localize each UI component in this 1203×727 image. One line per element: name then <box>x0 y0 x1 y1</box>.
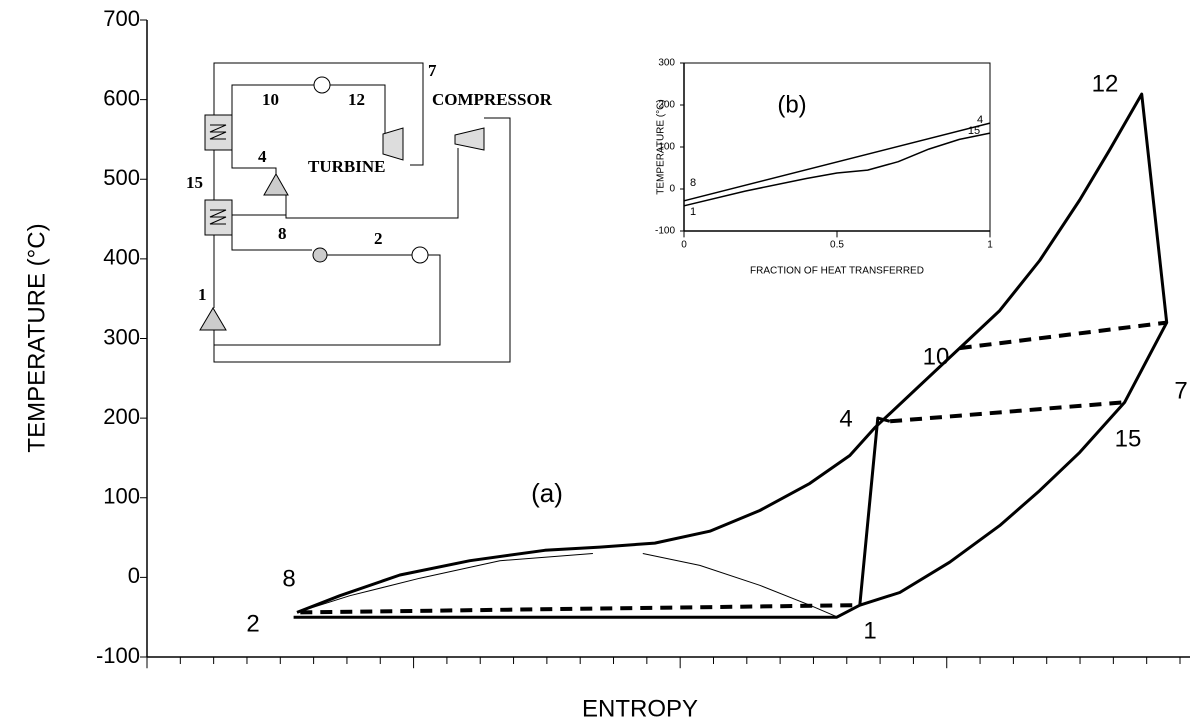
pipe <box>285 148 459 219</box>
x-tick-label: 1 <box>987 240 993 251</box>
y-tick-label: 200 <box>658 100 675 111</box>
series-line <box>300 603 857 615</box>
series-line <box>296 553 593 613</box>
pipe <box>231 150 277 174</box>
state-label: 2 <box>374 229 383 248</box>
y-tick-label: 100 <box>103 484 140 509</box>
state-label: 7 <box>428 61 437 80</box>
cooler <box>411 246 429 264</box>
x-tick-label: 0 <box>681 240 687 251</box>
hx-zigzag <box>209 209 227 225</box>
y-tick-label: -100 <box>655 226 675 237</box>
annotation: 8 <box>690 177 696 189</box>
y-axis-label: TEMPERATURE (°C) <box>656 99 667 194</box>
pipe <box>330 84 386 133</box>
y-tick-label: 600 <box>103 85 140 110</box>
series-line <box>642 553 838 618</box>
state-label: 15 <box>186 173 203 192</box>
y-tick-label: -100 <box>96 643 140 668</box>
annotation: 15 <box>968 125 980 137</box>
component-label: COMPRESSOR <box>432 90 553 109</box>
annotation: (b) <box>777 91 806 118</box>
turbine <box>382 127 404 161</box>
y-tick-label: 300 <box>103 324 140 349</box>
series-line <box>683 122 991 202</box>
pipe <box>231 200 286 216</box>
series-line <box>296 92 1169 614</box>
pipe <box>231 84 314 115</box>
y-tick-label: 200 <box>103 404 140 429</box>
pump <box>312 247 328 263</box>
state-label: 1 <box>198 285 207 304</box>
annotation: 15 <box>1115 425 1142 452</box>
series-line <box>959 320 1167 351</box>
state-label: 8 <box>278 224 287 243</box>
heater <box>313 76 331 94</box>
annotation: 1 <box>863 617 876 644</box>
pipe <box>213 117 511 363</box>
splitter <box>199 307 227 331</box>
splitter <box>263 172 289 196</box>
cycle-schematic: 7 10 12 COMPRESSOR TURBINE 4 15 8 2 1 <box>186 61 553 363</box>
annotation: 12 <box>1092 70 1119 97</box>
state-label: 4 <box>258 147 267 166</box>
annotation: 2 <box>246 610 259 637</box>
annotation: 8 <box>282 565 295 592</box>
annotation: 1 <box>690 206 696 218</box>
y-tick-label: 100 <box>658 142 675 153</box>
y-tick-label: 0 <box>128 563 140 588</box>
y-axis-label: TEMPERATURE (°C) <box>23 223 50 452</box>
pipe <box>231 235 312 251</box>
y-tick-label: 0 <box>669 184 675 195</box>
state-label: 12 <box>348 90 365 109</box>
hx-zigzag <box>209 124 227 140</box>
compressor <box>454 127 485 151</box>
y-tick-label: 500 <box>103 165 140 190</box>
x-axis-label: FRACTION OF HEAT TRANSFERRED <box>750 266 924 277</box>
annotation: (a) <box>531 478 563 508</box>
plot-frame <box>683 62 991 232</box>
series-line <box>683 132 991 207</box>
x-axis-label: ENTROPY <box>582 695 698 722</box>
series-line <box>889 400 1125 424</box>
annotation: 4 <box>839 405 852 432</box>
pipe <box>213 62 424 166</box>
series-line <box>293 416 891 619</box>
annotation: 4 <box>977 114 983 126</box>
x-tick-label: 0.5 <box>830 240 844 251</box>
component-label: TURBINE <box>308 157 385 176</box>
pipe <box>214 254 441 346</box>
y-tick-label: 400 <box>103 245 140 270</box>
y-tick-label: 700 <box>103 6 140 31</box>
annotation: 10 <box>923 343 950 370</box>
annotation: 7 <box>1174 377 1187 404</box>
y-tick-label: 300 <box>658 58 675 69</box>
state-label: 10 <box>262 90 279 109</box>
